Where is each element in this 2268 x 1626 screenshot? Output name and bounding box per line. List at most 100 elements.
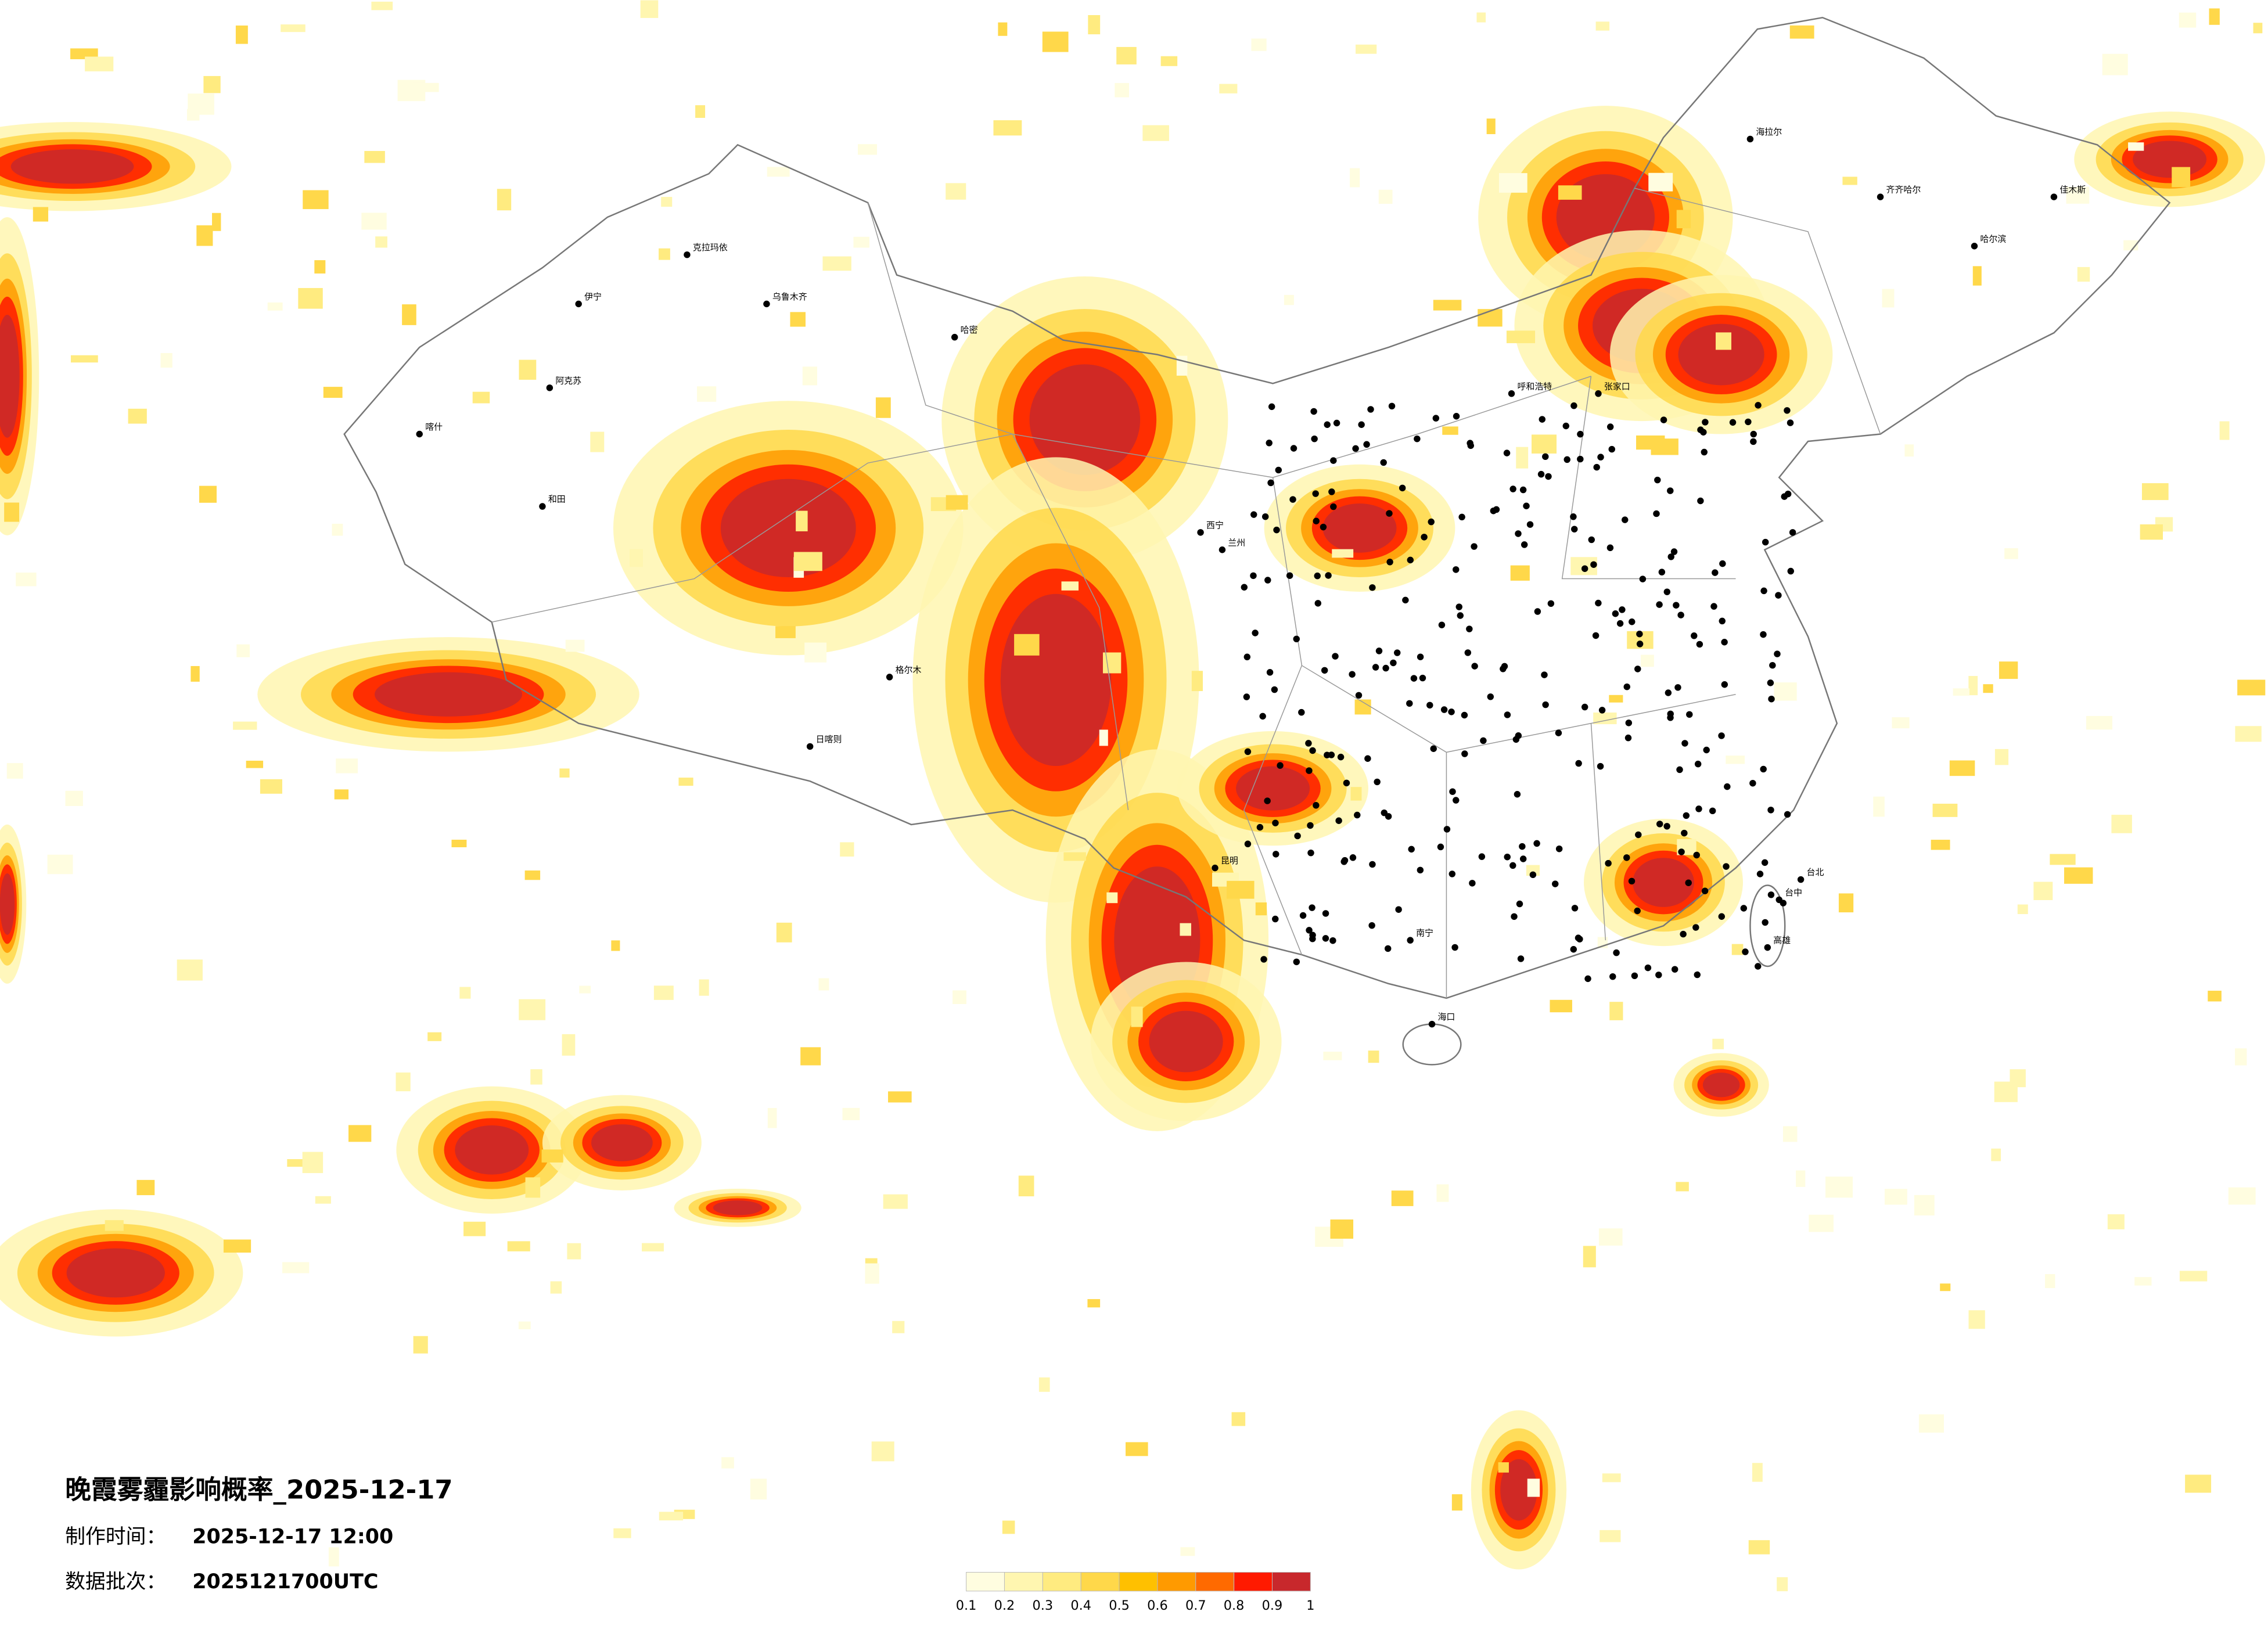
city-dot [1606, 544, 1614, 552]
haze-speck [459, 987, 471, 999]
haze-speck [396, 1072, 411, 1092]
haze-speck [790, 312, 806, 327]
haze-speck [2045, 1274, 2055, 1289]
city-dot [1508, 390, 1515, 397]
haze-speck [267, 302, 283, 311]
city-dot [1745, 418, 1752, 426]
haze-speck [1676, 210, 1691, 229]
haze-speck [1087, 1299, 1101, 1308]
city-dot [1290, 445, 1297, 452]
haze-speck [2209, 8, 2220, 25]
city-dot [1299, 912, 1307, 919]
haze-speck [1516, 447, 1529, 469]
city-dot [1212, 864, 1219, 872]
city-label: 高雄 [1773, 935, 1791, 945]
city-dot [1542, 453, 1549, 461]
haze-speck [1558, 185, 1582, 200]
city-dot [1608, 445, 1615, 453]
city-dot [1533, 840, 1540, 847]
city-dot [1259, 713, 1266, 720]
haze-blob [591, 1124, 653, 1161]
city-dot [1588, 536, 1595, 544]
haze-speck [1940, 1283, 1951, 1292]
haze-speck [2134, 1277, 2152, 1286]
haze-speck [1231, 1412, 1246, 1426]
city-label: 齐齐哈尔 [1886, 185, 1921, 195]
city-dot [1781, 493, 1788, 500]
city-dot [1653, 510, 1660, 517]
city-dot [1355, 692, 1363, 699]
city-dot [1419, 674, 1426, 682]
city-dot [1681, 740, 1688, 747]
city-dot [1382, 664, 1389, 672]
haze-speck [1641, 654, 1654, 667]
haze-speck [199, 485, 217, 503]
city-dot [1312, 490, 1319, 497]
city-dot [1570, 946, 1577, 953]
city-dot [1767, 679, 1774, 686]
city-dot [763, 300, 770, 308]
city-dot [1624, 734, 1632, 742]
colorbar-cell [1119, 1571, 1158, 1592]
city-dot [1787, 419, 1794, 426]
haze-speck [883, 1194, 908, 1209]
haze-speck [413, 1336, 428, 1354]
haze-speck [1609, 695, 1623, 703]
haze-speck [857, 144, 878, 155]
haze-speck [611, 940, 620, 951]
haze-speck [1752, 1463, 1763, 1482]
haze-blob [713, 1200, 763, 1215]
haze-speck [2102, 53, 2128, 75]
city-dot [1539, 416, 1546, 423]
haze-speck [1442, 426, 1458, 435]
city-dot [1197, 529, 1204, 536]
city-dot [1674, 684, 1681, 691]
haze-speck [1323, 1051, 1342, 1060]
city-dot [1455, 603, 1462, 610]
haze-blob [1702, 1073, 1740, 1098]
haze-blob [10, 149, 134, 184]
haze-speck [2111, 815, 2132, 833]
city-dot [1264, 577, 1271, 584]
haze-speck [128, 408, 147, 424]
haze-speck [525, 1177, 541, 1198]
haze-speck [775, 626, 796, 638]
haze-speck [1600, 1530, 1621, 1542]
city-dot [1719, 560, 1726, 567]
city-dot [1471, 663, 1478, 670]
city-dot [1337, 753, 1345, 761]
haze-speck [1510, 565, 1530, 581]
city-dot [1325, 572, 1332, 579]
city-dot [1515, 732, 1522, 739]
city-dot [1700, 429, 1707, 436]
city-dot [1767, 891, 1775, 898]
haze-speck [853, 236, 869, 248]
haze-speck [1968, 676, 1978, 696]
city-dot [1663, 588, 1671, 595]
haze-blob [0, 873, 15, 935]
colorbar-tick-label: 0.8 [1224, 1598, 1245, 1613]
haze-speck [2077, 267, 2090, 282]
city-dot [1590, 561, 1597, 568]
haze-speck [136, 1179, 155, 1196]
colorbar-cell [1080, 1571, 1120, 1592]
city-dot [1277, 762, 1284, 769]
haze-speck [1142, 125, 1169, 141]
city-dot [1407, 556, 1414, 564]
haze-speck [590, 431, 605, 452]
city-dot [1273, 526, 1280, 534]
haze-speck [519, 999, 546, 1020]
haze-speck [1904, 444, 1914, 457]
haze-speck [1106, 892, 1118, 904]
city-dot [1542, 701, 1549, 708]
haze-speck [661, 197, 673, 207]
city-dot [1298, 708, 1305, 716]
city-dot [1305, 740, 1312, 747]
haze-speck [993, 120, 1022, 136]
haze-speck [659, 248, 670, 260]
city-dot [1767, 807, 1774, 814]
city-dot [1471, 543, 1478, 550]
haze-speck [2086, 715, 2113, 730]
haze-speck [1368, 1051, 1379, 1063]
colorbar-tick-label: 0.3 [1033, 1598, 1054, 1613]
